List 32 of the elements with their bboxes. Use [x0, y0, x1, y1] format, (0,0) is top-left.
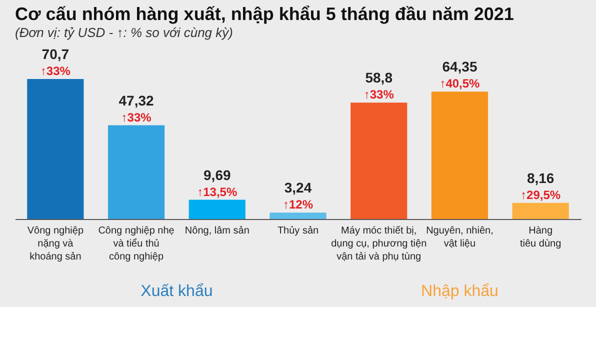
bar [431, 92, 488, 219]
x-tick-label: Hàng tiêu dùng [520, 226, 562, 250]
text: Nhập khẩu [421, 283, 498, 300]
bar [108, 125, 165, 219]
annotation: ↑33% [40, 64, 71, 78]
chart-subtitle: (Đơn vị: tỷ USD - ↑: % so với cùng kỳ) [15, 25, 233, 40]
x-tick-label: Công nghiệp nhẹ và tiểu thủ công nghiệp [98, 226, 175, 262]
data-label: 58,8 [365, 70, 393, 86]
x-tick-label: Thủy sản [277, 226, 319, 236]
annotation: ↑13,5% [197, 184, 238, 199]
bar [27, 79, 84, 219]
data-label: 3,24 [284, 180, 312, 196]
bar [512, 202, 569, 219]
x-tick-label: Nông, lâm sản [184, 226, 250, 236]
annotation: ↑40,5% [440, 76, 480, 91]
data-label: 8,16 [526, 170, 554, 186]
bar [188, 200, 246, 219]
bar [350, 102, 408, 219]
chart-title: Cơ cấu nhóm hàng xuất, nhập khẩu 5 tháng đầu năm 2021 [15, 4, 514, 24]
text: Xuất khẩu [140, 283, 213, 300]
data-label: 47,32 [118, 92, 154, 108]
annotation: ↑29,5% [520, 188, 561, 202]
annotation: ↑33% [121, 110, 152, 124]
x-tick-label: Vông nghiệp nặng và khoáng sản [27, 226, 84, 262]
data-label: 64,35 [442, 58, 478, 75]
data-label: 70,7 [42, 46, 70, 62]
annotation: ↑33% [364, 88, 394, 102]
x-tick-label: Nguyên, nhiên, vật liệu [426, 226, 494, 250]
bar [270, 212, 326, 219]
data-label: 9,69 [204, 166, 231, 183]
x-tick-label: Máy móc thiết bị, dụng cụ, phương tiện vận tải và phụ tùng [331, 226, 427, 262]
annotation: ↑12% [282, 198, 314, 212]
